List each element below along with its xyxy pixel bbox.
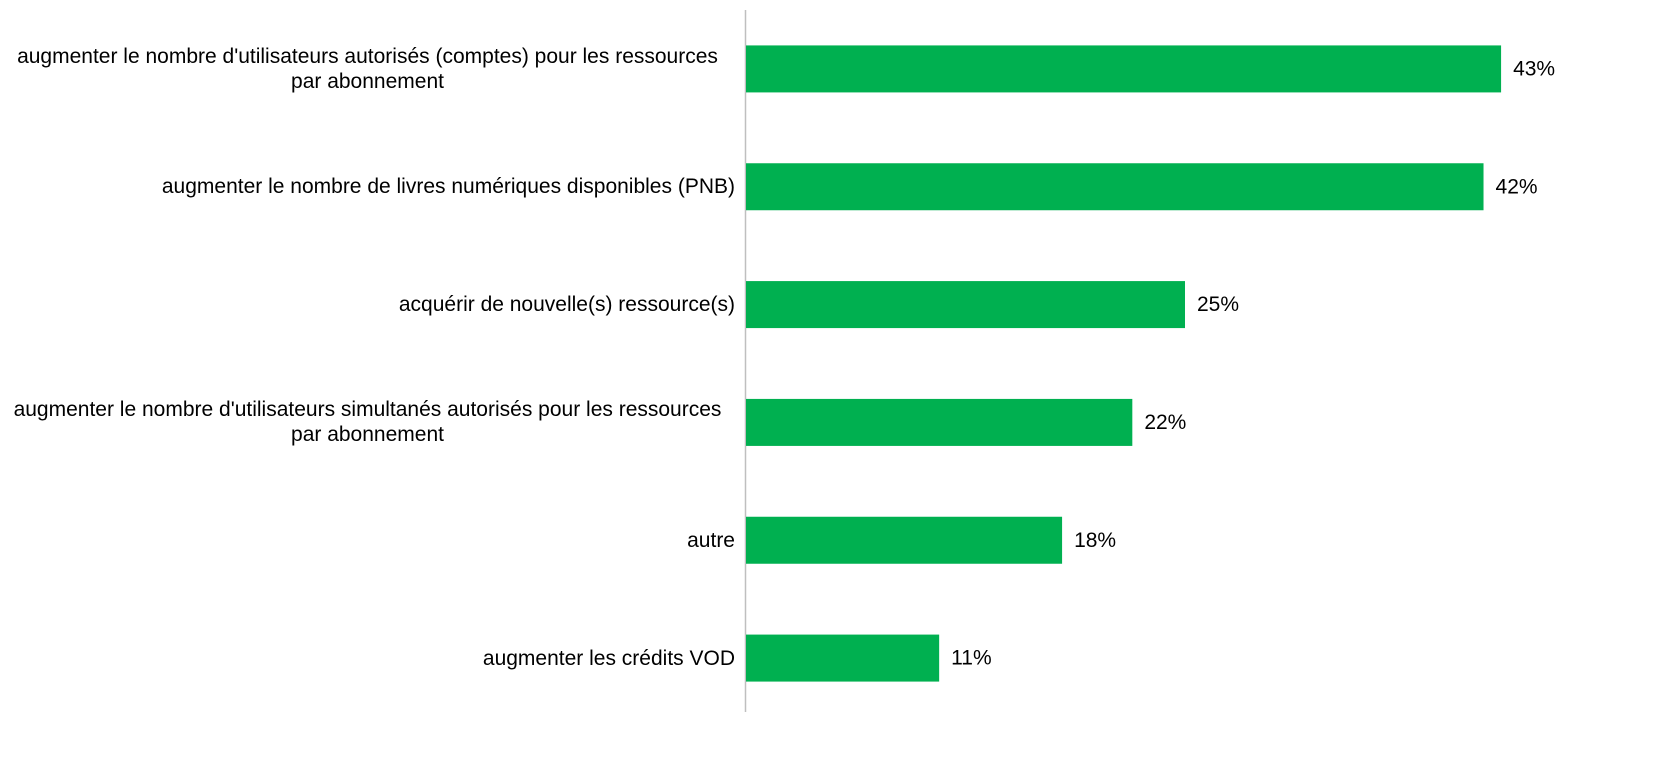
category-label: acquérir de nouvelle(s) ressource(s): [398, 293, 735, 317]
category-label: autre: [687, 528, 735, 552]
bar: [746, 634, 940, 682]
value-label: 42%: [1496, 175, 1538, 198]
category-label: augmenter les crédits VOD: [482, 646, 735, 670]
bar: [746, 516, 1063, 564]
category-label: augmenter le nombre de livres numériques…: [161, 175, 735, 199]
category-label-box: augmenter le nombre de livres numériques…: [0, 147, 735, 227]
value-label: 18%: [1074, 529, 1116, 552]
category-label-box: acquérir de nouvelle(s) ressource(s): [0, 265, 735, 345]
value-label: 43%: [1513, 57, 1555, 80]
value-label: 25%: [1197, 293, 1239, 316]
category-label: augmenter le nombre d'utilisateurs simul…: [13, 398, 722, 447]
category-label-box: augmenter les crédits VOD: [0, 618, 735, 698]
category-label-box: autre: [0, 500, 735, 580]
bar: [746, 281, 1185, 329]
value-label: 11%: [951, 647, 991, 670]
bar: [746, 398, 1133, 446]
value-label: 22%: [1144, 411, 1186, 434]
category-label: augmenter le nombre d'utilisateurs autor…: [17, 44, 718, 93]
category-label-box: augmenter le nombre d'utilisateurs autor…: [0, 29, 735, 109]
category-label-box: augmenter le nombre d'utilisateurs simul…: [0, 382, 735, 462]
bar: [746, 45, 1502, 93]
bar: [746, 163, 1484, 211]
